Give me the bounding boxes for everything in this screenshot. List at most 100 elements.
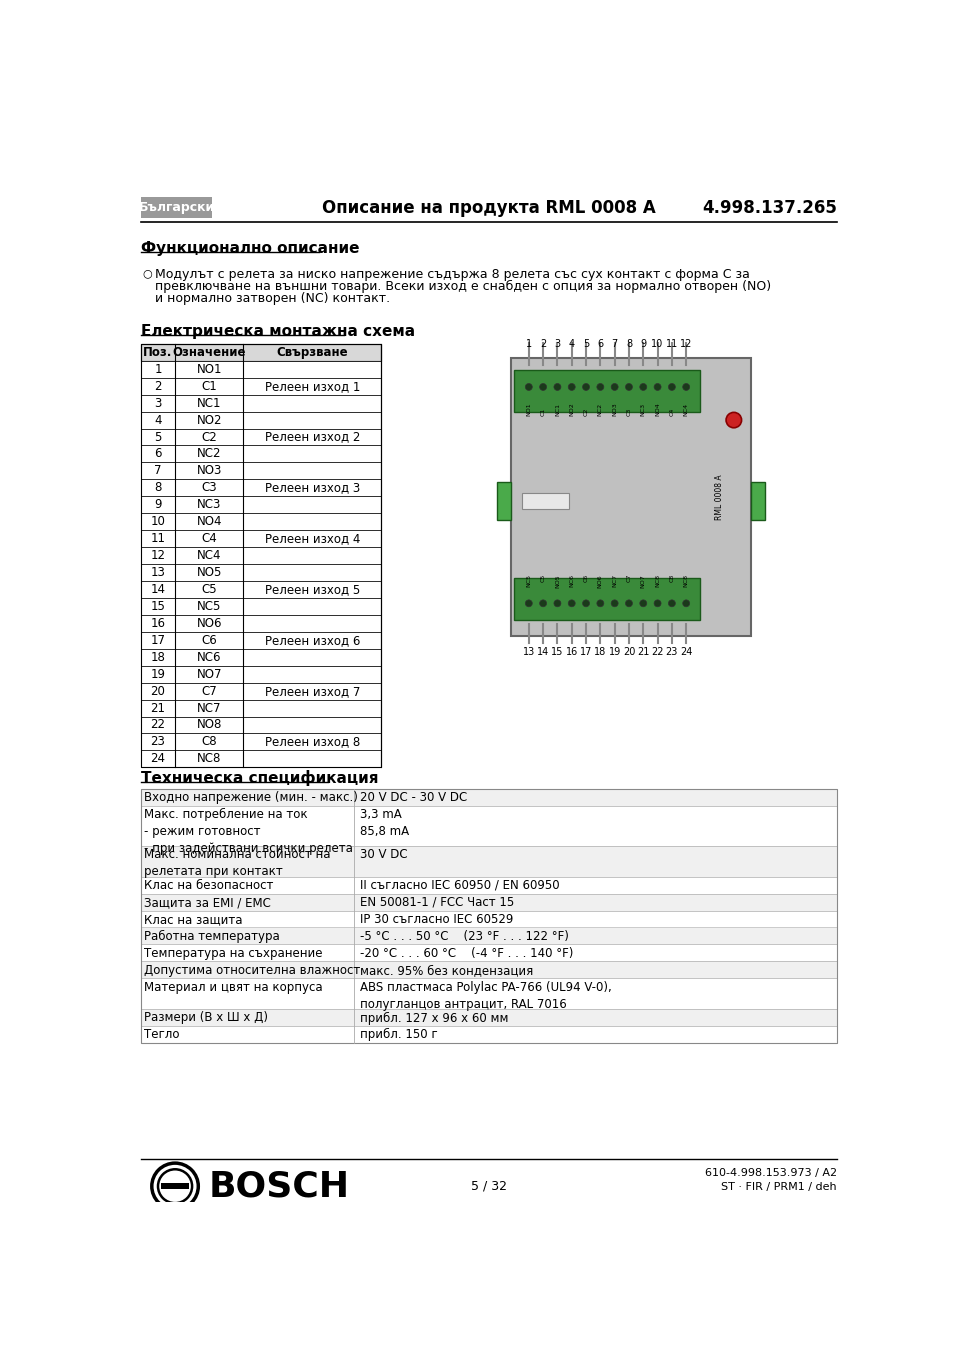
Text: II съгласно IEC 60950 / EN 60950: II съгласно IEC 60950 / EN 60950 xyxy=(360,880,559,892)
Bar xyxy=(141,805,836,846)
Circle shape xyxy=(568,384,575,390)
Circle shape xyxy=(639,600,646,607)
Circle shape xyxy=(158,1169,192,1204)
Bar xyxy=(141,962,836,978)
Text: Свързване: Свързване xyxy=(276,346,348,359)
Text: -5 °C . . . 50 °C    (23 °F . . . 122 °F): -5 °C . . . 50 °C (23 °F . . . 122 °F) xyxy=(360,929,569,943)
Bar xyxy=(521,493,568,508)
Text: 22: 22 xyxy=(151,719,165,731)
Text: Означение: Означение xyxy=(172,346,246,359)
Text: 18: 18 xyxy=(594,647,606,657)
Text: 1: 1 xyxy=(525,339,532,349)
Circle shape xyxy=(625,384,632,390)
Text: C4: C4 xyxy=(669,408,674,416)
Text: C8: C8 xyxy=(201,735,216,748)
Text: и нормално затворен (NC) контакт.: и нормално затворен (NC) контакт. xyxy=(154,292,390,305)
Text: NC8: NC8 xyxy=(683,574,688,588)
Circle shape xyxy=(611,600,618,607)
Circle shape xyxy=(682,384,689,390)
Text: 5 / 32: 5 / 32 xyxy=(471,1179,506,1193)
Text: 610-4.998.153.973 / A2: 610-4.998.153.973 / A2 xyxy=(704,1169,836,1178)
Text: Релеен изход 8: Релеен изход 8 xyxy=(264,735,359,748)
Text: Поз.: Поз. xyxy=(143,346,172,359)
Text: 12: 12 xyxy=(679,339,692,349)
Text: 4: 4 xyxy=(568,339,575,349)
Text: C3: C3 xyxy=(626,408,631,416)
Text: 19: 19 xyxy=(608,647,620,657)
Text: C1: C1 xyxy=(540,408,545,416)
Text: ABS пластмаса Polylac PA-766 (UL94 V-0),
полугланцов антрацит, RAL 7016: ABS пластмаса Polylac PA-766 (UL94 V-0),… xyxy=(360,981,612,1011)
Text: 16: 16 xyxy=(565,647,578,657)
Text: 17: 17 xyxy=(579,647,592,657)
Text: C7: C7 xyxy=(201,685,216,697)
Text: 10: 10 xyxy=(651,339,663,349)
Bar xyxy=(141,700,381,716)
Text: 15: 15 xyxy=(551,647,563,657)
Text: NC4: NC4 xyxy=(683,403,688,416)
Text: C7: C7 xyxy=(626,574,631,582)
Circle shape xyxy=(597,600,603,607)
Circle shape xyxy=(568,600,575,607)
Text: NO1: NO1 xyxy=(526,403,531,416)
Bar xyxy=(141,846,836,877)
Text: C4: C4 xyxy=(201,532,216,546)
Bar xyxy=(497,482,510,520)
Bar xyxy=(141,1025,836,1043)
Text: 6: 6 xyxy=(154,447,162,461)
Text: NC1: NC1 xyxy=(555,403,559,416)
Text: Релеен изход 5: Релеен изход 5 xyxy=(264,584,359,596)
Text: NC1: NC1 xyxy=(196,397,221,409)
Circle shape xyxy=(654,384,660,390)
Circle shape xyxy=(682,600,689,607)
Text: C6: C6 xyxy=(583,574,588,582)
Text: NO7: NO7 xyxy=(196,667,222,681)
Text: BOSCH: BOSCH xyxy=(208,1169,349,1204)
Text: NO8: NO8 xyxy=(196,719,222,731)
Bar xyxy=(141,547,381,565)
Text: Описание на продукта RML 0008 A: Описание на продукта RML 0008 A xyxy=(322,199,655,216)
Circle shape xyxy=(668,384,675,390)
Text: 21: 21 xyxy=(637,647,649,657)
Text: NC6: NC6 xyxy=(569,574,574,588)
Bar xyxy=(141,648,381,666)
Text: NO5: NO5 xyxy=(555,574,559,588)
Bar xyxy=(141,394,381,412)
Bar xyxy=(750,482,764,520)
Circle shape xyxy=(597,384,603,390)
Text: 3: 3 xyxy=(154,397,161,409)
Text: Входно напрежение (мин. - макс.): Входно напрежение (мин. - макс.) xyxy=(144,792,357,804)
Text: NC8: NC8 xyxy=(655,574,659,588)
Text: 14: 14 xyxy=(151,584,165,596)
Text: NC7: NC7 xyxy=(612,574,617,588)
Circle shape xyxy=(554,384,560,390)
Bar xyxy=(141,789,836,805)
Text: 23: 23 xyxy=(151,735,165,748)
Bar xyxy=(141,911,836,928)
Text: превключване на външни товари. Всеки изход е снабден с опция за нормално отворен: превключване на външни товари. Всеки изх… xyxy=(154,280,770,293)
Bar xyxy=(141,345,381,361)
Text: C6: C6 xyxy=(201,634,216,647)
Bar xyxy=(141,428,381,446)
Text: Клас на безопасност: Клас на безопасност xyxy=(144,880,274,892)
Text: 12: 12 xyxy=(151,549,165,562)
Text: NC2: NC2 xyxy=(598,403,602,416)
Text: NC5: NC5 xyxy=(196,600,221,613)
Text: NC2: NC2 xyxy=(196,447,221,461)
Text: Релеен изход 6: Релеен изход 6 xyxy=(264,634,359,647)
Bar xyxy=(141,496,381,513)
Text: Функционално описание: Функционално описание xyxy=(141,242,359,257)
Text: Тегло: Тегло xyxy=(144,1028,179,1042)
Text: 8: 8 xyxy=(154,481,161,494)
Text: 7: 7 xyxy=(611,339,618,349)
Circle shape xyxy=(668,600,675,607)
Bar xyxy=(141,978,836,1009)
Text: Размери (В х Ш х Д): Размери (В х Ш х Д) xyxy=(144,1012,268,1024)
Circle shape xyxy=(539,384,546,390)
Text: NO3: NO3 xyxy=(196,465,222,477)
Text: 2: 2 xyxy=(539,339,546,349)
Text: NO4: NO4 xyxy=(655,403,659,416)
Text: 3,3 mA
85,8 mA: 3,3 mA 85,8 mA xyxy=(360,808,409,838)
Bar xyxy=(141,716,381,734)
Text: C2: C2 xyxy=(583,408,588,416)
Text: EN 50081-1 / FCC Част 15: EN 50081-1 / FCC Част 15 xyxy=(360,896,514,909)
